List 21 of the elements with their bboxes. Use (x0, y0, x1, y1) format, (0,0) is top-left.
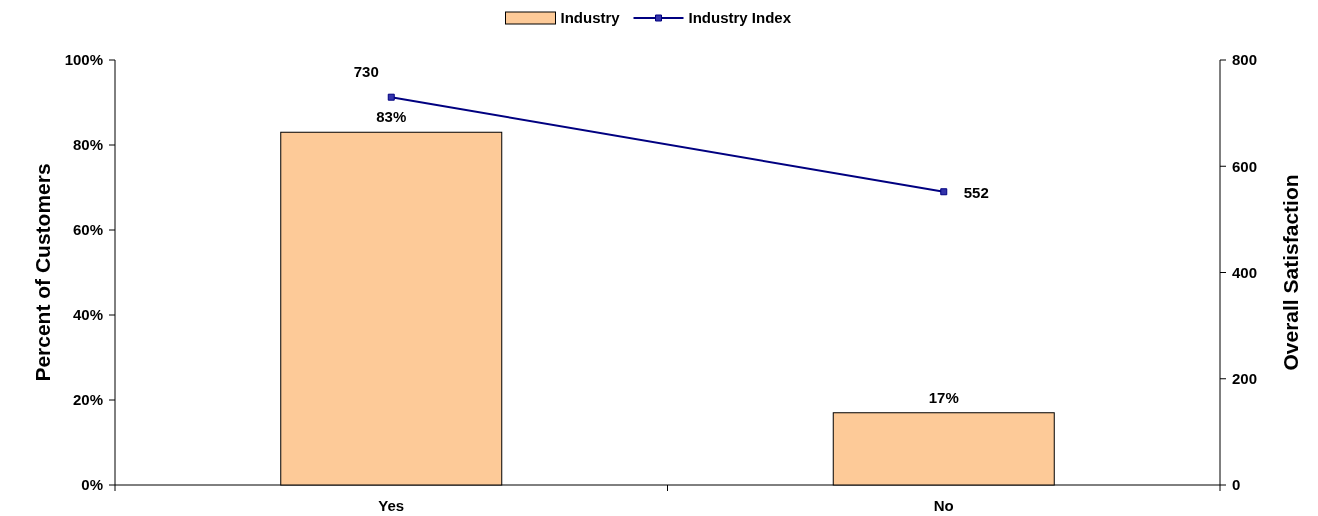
y2-axis-title: Overall Satisfaction (1279, 174, 1302, 371)
y-tick-label: 40% (72, 306, 103, 324)
data-label: 17% (928, 388, 959, 406)
y2-tick-label: 200 (1232, 370, 1258, 387)
data-label: 730 (353, 63, 379, 81)
x-tick-label: No (933, 497, 954, 514)
x-tick-label: Yes (378, 497, 405, 514)
y2-tick-label: 0 (1232, 476, 1241, 494)
y-tick-label: 80% (72, 136, 103, 154)
legend-label: Industry (560, 9, 621, 27)
y-tick-label: 100% (64, 51, 103, 69)
y-tick-label: 20% (72, 391, 103, 409)
y2-tick-label: 400 (1232, 263, 1258, 281)
data-label: 83% (376, 108, 407, 126)
y-tick-label: 0% (81, 476, 103, 494)
y2-tick-label: 600 (1232, 157, 1258, 175)
legend-label: Industry Index (688, 9, 792, 27)
data-label: 552 (963, 183, 989, 201)
y-tick-label: 60% (72, 221, 103, 239)
y-axis-title: Percent of Customers (31, 163, 54, 382)
y2-tick-label: 800 (1232, 51, 1258, 69)
